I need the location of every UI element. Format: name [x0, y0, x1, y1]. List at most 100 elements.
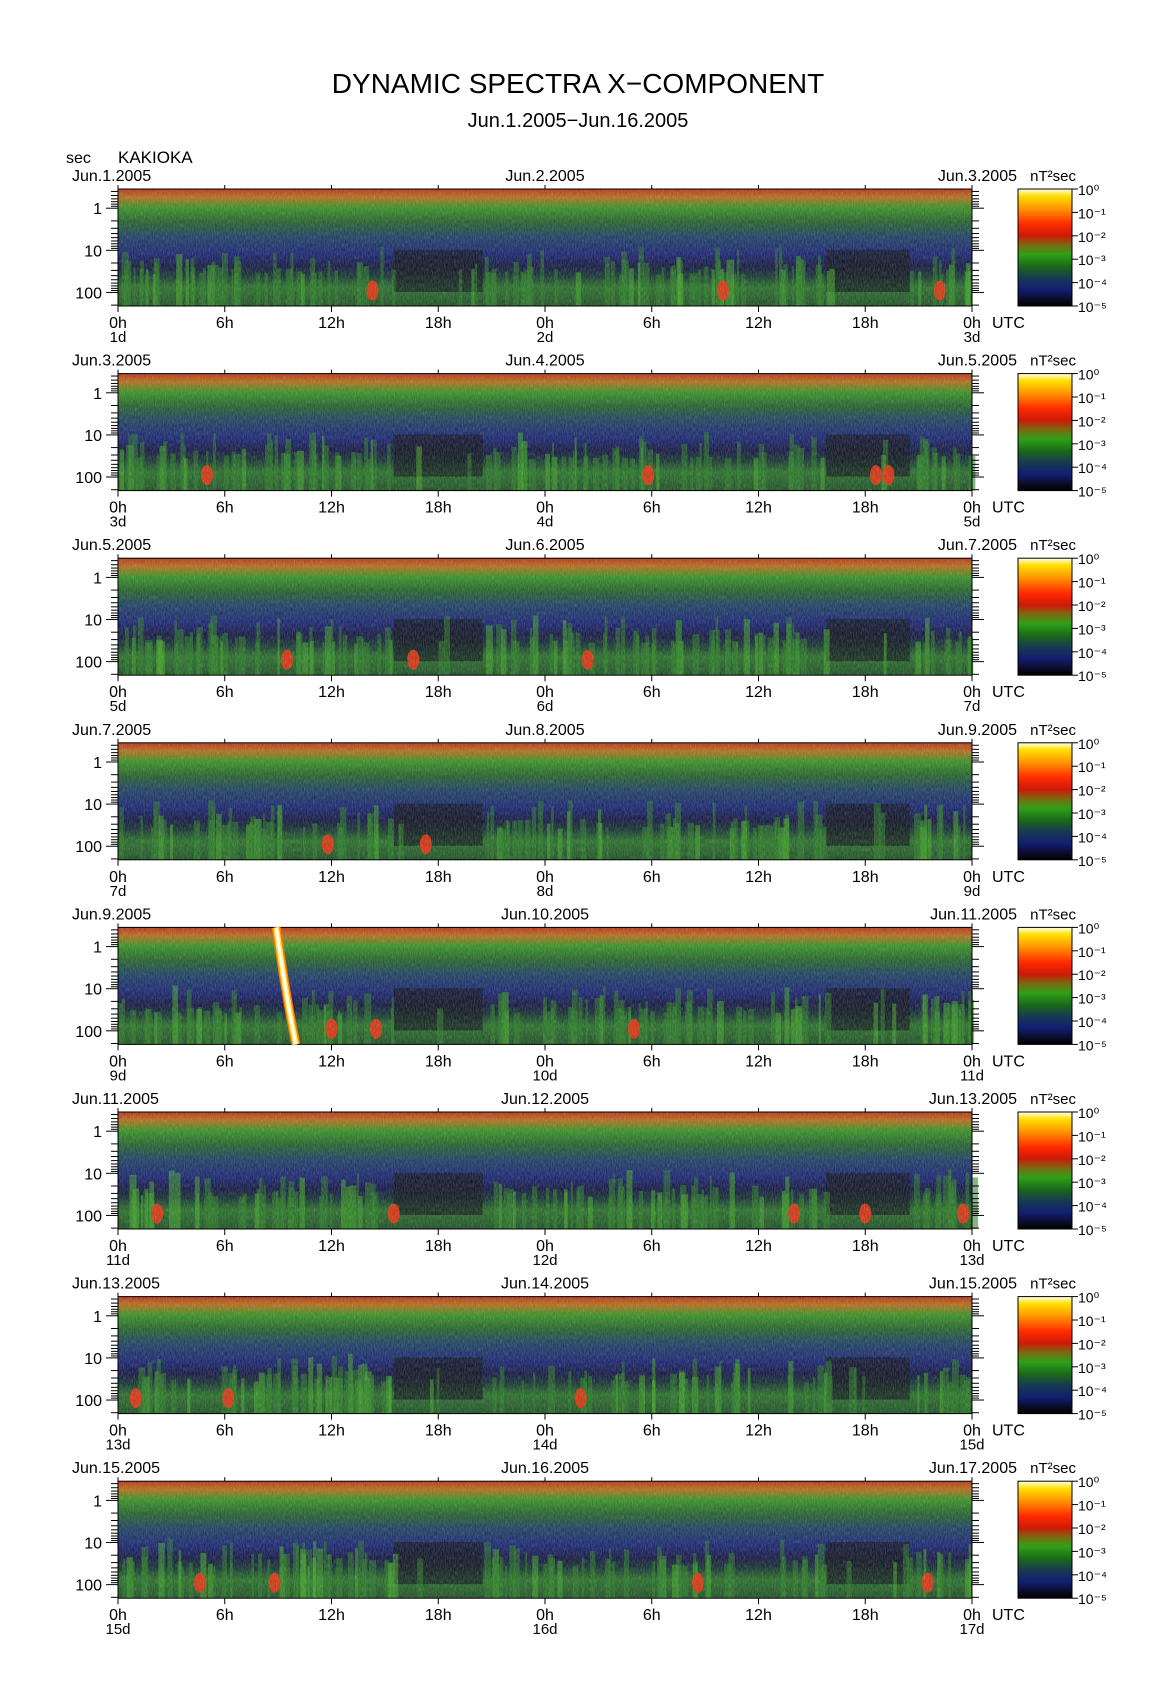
- y-tick-label: 1: [93, 1309, 102, 1326]
- x-tick-label: 12h: [318, 1423, 345, 1440]
- x-tick-label: 18h: [425, 1238, 452, 1255]
- x-tick-label: 6h: [216, 684, 234, 701]
- grain-overlay: [118, 558, 972, 676]
- utc-label: UTC: [992, 500, 1025, 517]
- x-tick-label: 6h: [216, 869, 234, 886]
- x-tick-label: 0h: [963, 684, 981, 701]
- colorbar-tick-label: 10⁻³: [1078, 437, 1106, 453]
- x-tick-label: 12h: [745, 684, 772, 701]
- panel-6: Jun.11.2005 Jun.12.2005 Jun.13.2005 1 10 100 0…: [72, 1091, 1107, 1269]
- colorbar-unit: nT²sec: [1030, 906, 1076, 923]
- day-label: 1d: [110, 329, 127, 346]
- colorbar-tick-label: 10⁰: [1078, 1105, 1100, 1121]
- grain-overlay: [118, 1481, 972, 1599]
- colorbar-tick-label: 10⁻⁴: [1078, 829, 1107, 845]
- colorbar-tick-label: 10⁰: [1078, 920, 1100, 936]
- day-label: 4d: [537, 514, 554, 531]
- colorbar-tick-label: 10⁻³: [1078, 1175, 1106, 1191]
- y-tick-label: 10: [84, 982, 102, 999]
- x-tick-label: 0h: [536, 684, 554, 701]
- colorbar-tick-label: 10⁻⁵: [1078, 668, 1107, 684]
- colorbar-tick-label: 10⁻²: [1078, 413, 1106, 429]
- x-tick-label: 18h: [852, 1053, 879, 1070]
- colorbar-tick-label: 10⁻²: [1078, 1152, 1106, 1168]
- y-tick-label: 100: [75, 1208, 102, 1225]
- y-ticks: [106, 375, 984, 491]
- x-tick-label: 6h: [216, 1238, 234, 1255]
- x-tick-label: 6h: [643, 1607, 661, 1624]
- colorbar-unit: nT²sec: [1030, 353, 1076, 370]
- day-label: 14d: [532, 1437, 557, 1454]
- date-left: Jun.7.2005: [72, 722, 151, 739]
- panel-7: Jun.13.2005 Jun.14.2005 Jun.15.2005 1 10 100 0…: [72, 1276, 1107, 1454]
- y-tick-label: 1: [93, 201, 102, 218]
- x-tick-label: 6h: [216, 1423, 234, 1440]
- x-tick-label: 18h: [852, 684, 879, 701]
- panel-1: Jun.1.2005 Jun.2.2005 Jun.3.2005 1 10 100 0h 6h…: [72, 168, 1107, 346]
- x-tick-label: 18h: [852, 1238, 879, 1255]
- colorbar-tick-label: 10⁻⁴: [1078, 1568, 1107, 1584]
- y-tick-label: 100: [75, 1393, 102, 1410]
- colorbar-tick-label: 10⁻³: [1078, 1544, 1106, 1560]
- utc-label: UTC: [992, 315, 1025, 332]
- x-tick-label: 18h: [852, 1607, 879, 1624]
- grain-overlay: [118, 373, 972, 491]
- date-left: Jun.5.2005: [72, 537, 151, 554]
- page-title: DYNAMIC SPECTRA X−COMPONENT: [331, 68, 825, 99]
- colorbar-tick-label: 10⁰: [1078, 1290, 1100, 1306]
- colorbar-unit: nT²sec: [1030, 1091, 1076, 1108]
- utc-label: UTC: [992, 1238, 1025, 1255]
- x-tick-label: 0h: [536, 315, 554, 332]
- x-tick-label: 12h: [745, 1053, 772, 1070]
- colorbar-unit: nT²sec: [1030, 1276, 1076, 1293]
- colorbar-tick-label: 10⁻³: [1078, 621, 1106, 637]
- panel-3: Jun.5.2005 Jun.6.2005 Jun.7.2005 1 10 100 0h 6h…: [72, 537, 1107, 715]
- panel-2: Jun.3.2005 Jun.4.2005 Jun.5.2005 1 10 100 0h 6h…: [72, 353, 1107, 531]
- y-tick-label: 10: [84, 797, 102, 814]
- y-ticks: [106, 560, 984, 675]
- x-tick-label: 12h: [745, 1238, 772, 1255]
- date-right: Jun.5.2005: [938, 353, 1017, 370]
- colorbar-tick-label: 10⁻³: [1078, 806, 1106, 822]
- date-mid: Jun.10.2005: [501, 906, 589, 923]
- colorbar-tick-label: 10⁻¹: [1078, 390, 1106, 406]
- grain-overlay: [118, 742, 972, 860]
- colorbar-tick-label: 10⁰: [1078, 367, 1100, 383]
- day-label: 3d: [110, 514, 127, 531]
- x-tick-label: 12h: [745, 500, 772, 517]
- panel-4: Jun.7.2005 Jun.8.2005 Jun.9.2005 1 10 100 0h 6h…: [72, 722, 1107, 900]
- colorbar-tick-label: 10⁻²: [1078, 967, 1106, 983]
- colorbar-tick-label: 10⁻²: [1078, 598, 1106, 614]
- colorbar-tick-label: 10⁻⁵: [1078, 1222, 1107, 1238]
- x-tick-label: 6h: [643, 1423, 661, 1440]
- day-label: 9d: [964, 883, 981, 900]
- y-tick-label: 1: [93, 386, 102, 403]
- date-right: Jun.15.2005: [929, 1276, 1017, 1293]
- x-tick-label: 0h: [109, 315, 127, 332]
- day-label: 7d: [964, 698, 981, 715]
- x-tick-label: 18h: [852, 500, 879, 517]
- grain-overlay: [118, 189, 972, 306]
- y-tick-label: 100: [75, 655, 102, 672]
- x-tick-label: 6h: [643, 1053, 661, 1070]
- x-tick-label: 0h: [109, 1053, 127, 1070]
- x-tick-label: 12h: [745, 315, 772, 332]
- colorbar-tick-label: 10⁻⁵: [1078, 853, 1107, 869]
- saturated-event-core: [274, 927, 298, 1045]
- y-ticks: [106, 1483, 984, 1598]
- colorbar-fill: [1017, 1480, 1073, 1599]
- day-label: 13d: [959, 1252, 984, 1269]
- x-tick-label: 18h: [425, 1607, 452, 1624]
- colorbar-fill: [1017, 1296, 1073, 1415]
- colorbar-tick-label: 10⁻²: [1078, 1336, 1106, 1352]
- date-mid: Jun.14.2005: [501, 1276, 589, 1293]
- date-mid: Jun.4.2005: [505, 353, 584, 370]
- x-tick-label: 0h: [963, 1238, 981, 1255]
- utc-label: UTC: [992, 1423, 1025, 1440]
